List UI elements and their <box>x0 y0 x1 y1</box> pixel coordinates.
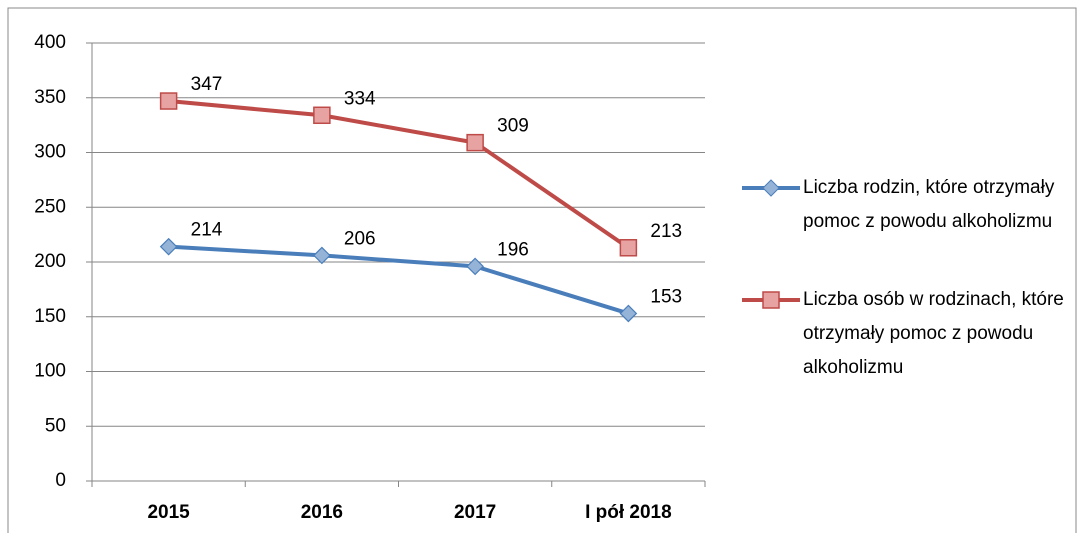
y-tick-label: 300 <box>34 142 66 163</box>
y-tick-label: 100 <box>34 361 66 382</box>
y-tick-label: 150 <box>34 306 66 327</box>
data-label: 196 <box>497 239 529 260</box>
marker <box>619 304 638 323</box>
data-label: 334 <box>344 88 376 109</box>
series-line <box>168 99 630 250</box>
legend-marker <box>762 291 780 309</box>
chart-frame <box>7 7 1077 533</box>
data-label: 347 <box>191 74 223 95</box>
y-tick-label: 350 <box>34 87 66 108</box>
legend-label: Liczba rodzin, które otrzymały pomoc z p… <box>803 177 1055 232</box>
x-tick-label: I pół 2018 <box>585 502 672 523</box>
marker <box>159 92 178 110</box>
y-tick-label: 250 <box>34 196 66 217</box>
legend-label: Liczba osób w rodzinach, które otrzymały… <box>803 289 1064 378</box>
legend-marker <box>762 179 780 197</box>
x-tick-label: 2017 <box>454 502 496 523</box>
data-label: 214 <box>191 220 223 241</box>
data-label: 153 <box>650 286 682 307</box>
y-tick-label: 50 <box>45 415 66 436</box>
y-tick-label: 0 <box>55 470 66 491</box>
x-tick-label: 2015 <box>147 502 190 523</box>
series-line <box>168 244 629 316</box>
marker <box>466 133 484 152</box>
x-tick-label: 2016 <box>301 502 343 523</box>
data-label: 309 <box>497 116 529 137</box>
y-tick-label: 400 <box>34 32 66 53</box>
marker <box>619 239 638 257</box>
marker <box>159 237 178 256</box>
marker <box>466 257 484 276</box>
marker <box>313 106 331 125</box>
data-label: 206 <box>344 228 376 249</box>
y-tick-label: 200 <box>34 251 66 272</box>
marker <box>313 246 331 265</box>
data-label: 213 <box>650 221 682 242</box>
